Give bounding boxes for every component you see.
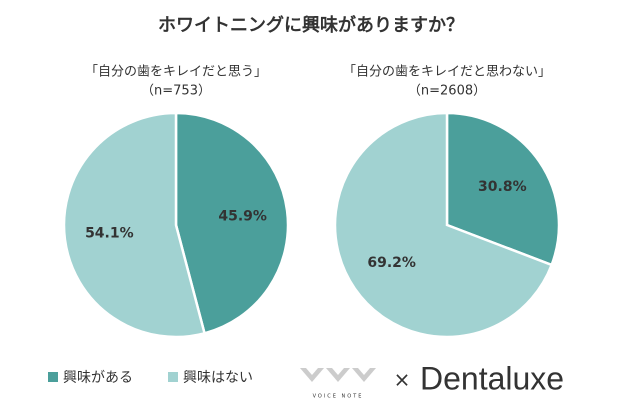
legend-swatch xyxy=(48,372,58,382)
logo-text: VOICE NOTE xyxy=(313,394,364,400)
brand-logo: Dentaluxe xyxy=(420,360,564,396)
chart-title: 「自分の歯をキレイだと思う」 xyxy=(85,65,267,80)
times-sign: × xyxy=(394,368,411,392)
logo-shape xyxy=(300,368,376,382)
pie-slice xyxy=(174,111,290,335)
page-title: ホワイトニングに興味がありますか？ xyxy=(158,14,464,36)
chart-subtitle: （n=2608） xyxy=(408,84,486,99)
value-label: 54.1% xyxy=(85,226,134,242)
pie-slice xyxy=(62,111,207,339)
legend-label: 興味はない xyxy=(183,370,253,386)
value-label: 30.8% xyxy=(478,179,527,195)
chart-title: 「自分の歯をキレイだと思わない」 xyxy=(343,65,551,80)
value-label: 69.2% xyxy=(367,255,416,271)
value-label: 45.9% xyxy=(218,208,267,224)
legend-swatch xyxy=(168,372,178,382)
chart-subtitle: （n=753） xyxy=(141,84,211,99)
legend-label: 興味がある xyxy=(63,370,133,386)
pie-slice xyxy=(445,111,561,267)
voice-note-logo: VOICE NOTE xyxy=(300,368,376,400)
pie-slice xyxy=(333,111,554,339)
